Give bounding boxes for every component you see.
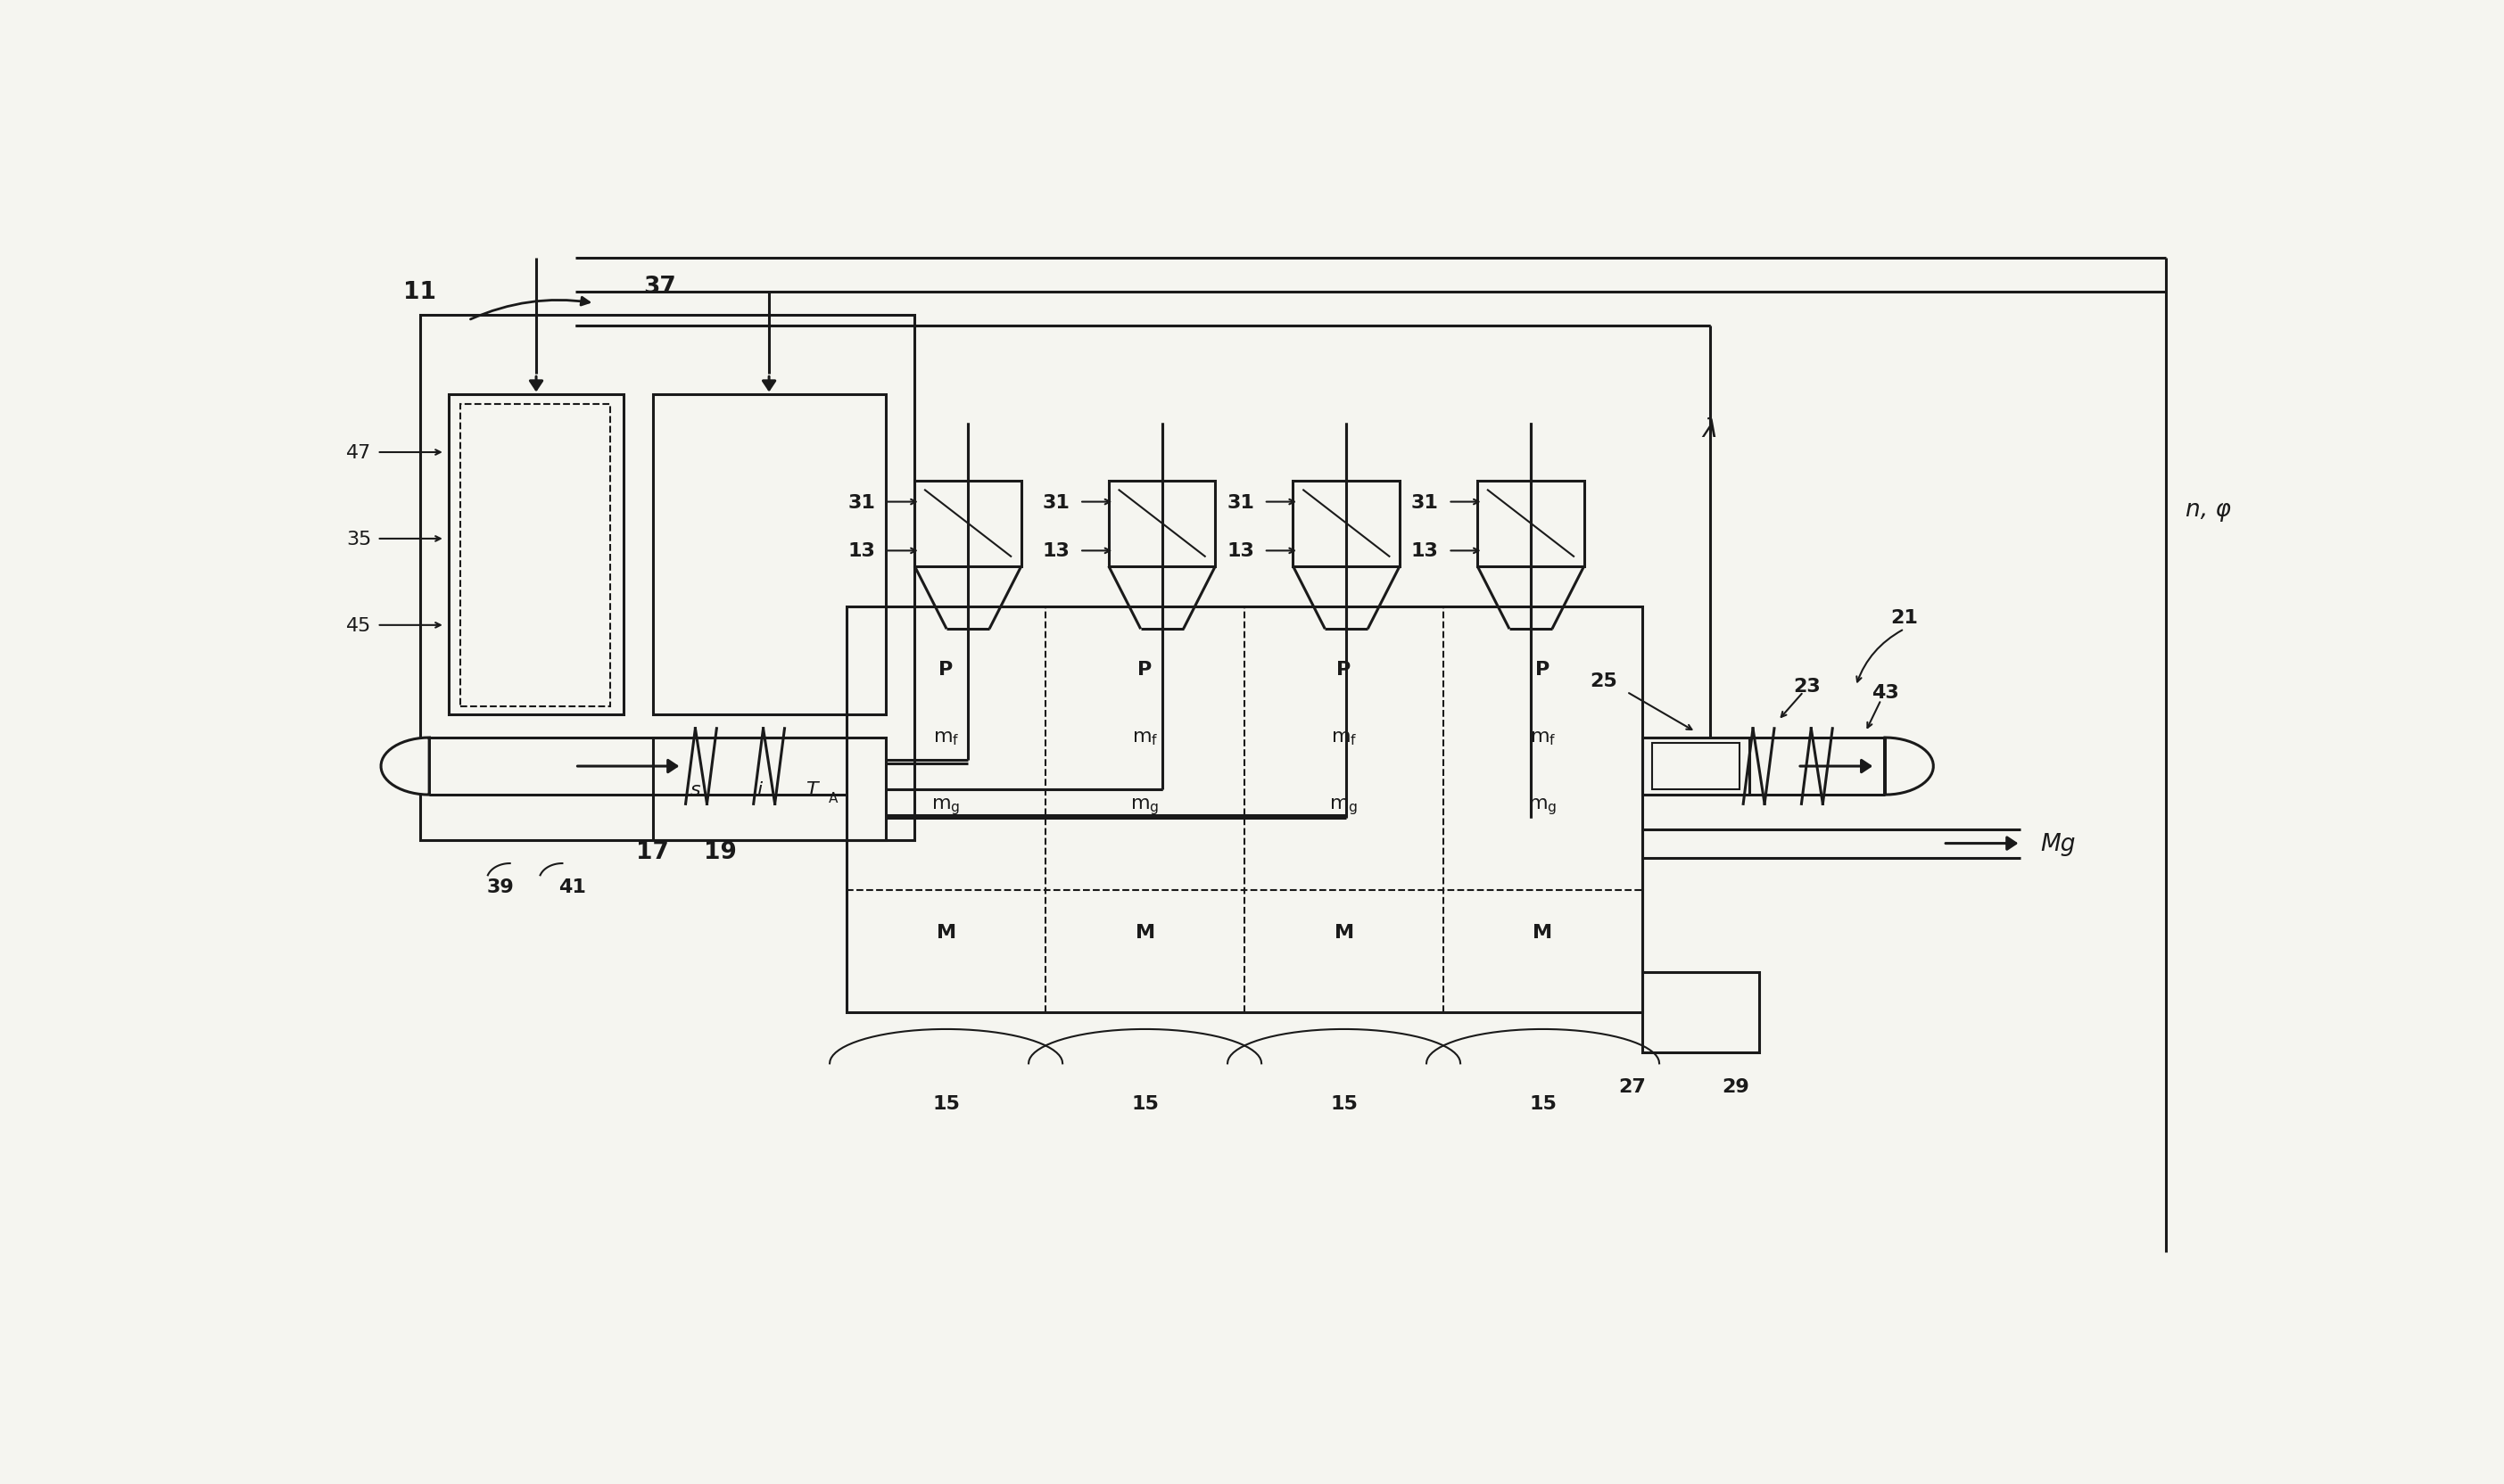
Text: P: P bbox=[1535, 660, 1550, 678]
Text: 21: 21 bbox=[1891, 608, 1918, 626]
Text: i: i bbox=[756, 781, 761, 798]
Text: 45: 45 bbox=[346, 617, 371, 635]
Text: 37: 37 bbox=[644, 275, 676, 298]
Text: 23: 23 bbox=[1793, 678, 1820, 696]
Text: 11: 11 bbox=[403, 280, 436, 304]
Text: T: T bbox=[806, 781, 819, 798]
Text: 17: 17 bbox=[636, 840, 669, 864]
Text: 15: 15 bbox=[1530, 1095, 1557, 1113]
Text: 39: 39 bbox=[486, 877, 513, 895]
Text: m$_\mathregular{f}$: m$_\mathregular{f}$ bbox=[1132, 729, 1159, 746]
Text: 31: 31 bbox=[1042, 493, 1069, 510]
Text: 19: 19 bbox=[704, 840, 736, 864]
Text: P: P bbox=[939, 660, 954, 678]
Text: 27: 27 bbox=[1620, 1077, 1645, 1095]
Text: 15: 15 bbox=[1132, 1095, 1159, 1113]
Polygon shape bbox=[381, 738, 431, 795]
Text: 25: 25 bbox=[1590, 672, 1618, 690]
Text: 31: 31 bbox=[849, 493, 876, 510]
Bar bbox=[654, 738, 886, 841]
Bar bbox=[1109, 481, 1214, 567]
Text: 31: 31 bbox=[1227, 493, 1255, 510]
Bar bbox=[421, 315, 914, 841]
Bar bbox=[846, 607, 1643, 1012]
Bar bbox=[654, 395, 886, 715]
Text: 15: 15 bbox=[931, 1095, 959, 1113]
Bar bbox=[461, 404, 611, 708]
Bar bbox=[1653, 743, 1740, 789]
Text: m$_\mathregular{f}$: m$_\mathregular{f}$ bbox=[934, 729, 959, 746]
Bar bbox=[1643, 738, 1750, 795]
Text: P: P bbox=[1137, 660, 1152, 678]
Polygon shape bbox=[1886, 738, 1933, 795]
Text: 13: 13 bbox=[1042, 542, 1069, 559]
Text: 13: 13 bbox=[1412, 542, 1437, 559]
Text: λ: λ bbox=[1703, 417, 1718, 442]
Bar bbox=[448, 395, 623, 715]
Text: Mg: Mg bbox=[2041, 833, 2076, 855]
Text: m$_\mathregular{g}$: m$_\mathregular{g}$ bbox=[931, 797, 962, 816]
Text: 13: 13 bbox=[1227, 542, 1255, 559]
Text: M: M bbox=[1134, 923, 1154, 941]
Text: m$_\mathregular{g}$: m$_\mathregular{g}$ bbox=[1527, 797, 1557, 816]
Text: m$_\mathregular{f}$: m$_\mathregular{f}$ bbox=[1530, 729, 1555, 746]
Text: m$_\mathregular{g}$: m$_\mathregular{g}$ bbox=[1132, 797, 1159, 816]
Bar bbox=[1477, 481, 1585, 567]
Text: 41: 41 bbox=[558, 877, 586, 895]
Text: 47: 47 bbox=[346, 444, 371, 462]
Text: 31: 31 bbox=[1412, 493, 1437, 510]
Text: A: A bbox=[829, 792, 839, 806]
Bar bbox=[1643, 972, 1758, 1052]
Text: M: M bbox=[1532, 923, 1552, 941]
Bar bbox=[914, 481, 1022, 567]
Text: 35: 35 bbox=[346, 530, 371, 548]
Text: 13: 13 bbox=[849, 542, 876, 559]
Text: M: M bbox=[936, 923, 957, 941]
Bar bbox=[1292, 481, 1400, 567]
Text: 29: 29 bbox=[1723, 1077, 1750, 1095]
Text: m$_\mathregular{g}$: m$_\mathregular{g}$ bbox=[1330, 797, 1357, 816]
Text: m$_\mathregular{f}$: m$_\mathregular{f}$ bbox=[1330, 729, 1357, 746]
Text: M: M bbox=[1335, 923, 1355, 941]
Text: 15: 15 bbox=[1330, 1095, 1357, 1113]
Text: 43: 43 bbox=[1870, 683, 1898, 702]
Text: P: P bbox=[1337, 660, 1352, 678]
Text: s: s bbox=[691, 781, 701, 798]
Text: n, φ: n, φ bbox=[2186, 497, 2231, 521]
